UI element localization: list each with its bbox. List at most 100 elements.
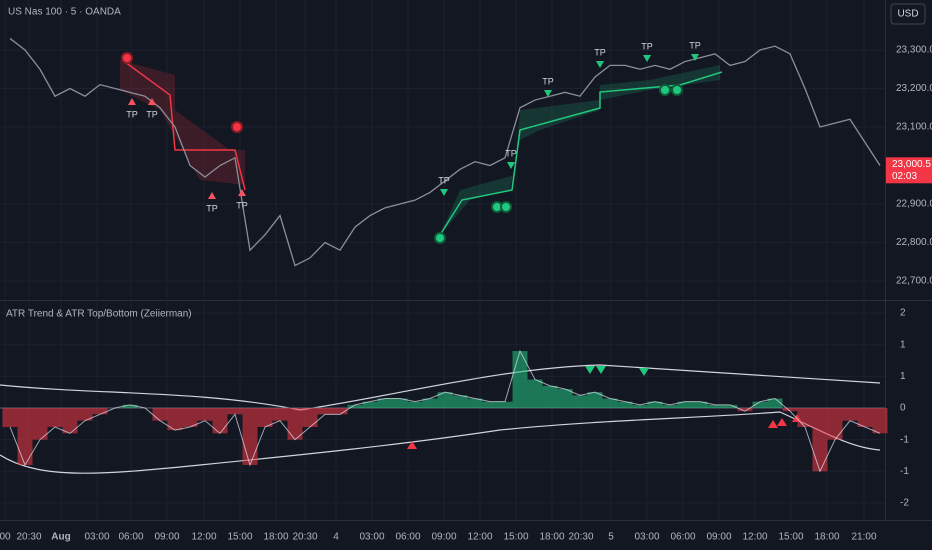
oscillator-bar	[167, 408, 183, 431]
oscillator-bar	[92, 408, 108, 415]
time-tick-label: 09:00	[154, 532, 179, 543]
time-tick-label: 18:00	[539, 532, 564, 543]
oscillator-bar	[512, 351, 528, 408]
bearish-trend-line	[124, 61, 246, 191]
oscillator-bar	[467, 398, 483, 408]
price-tick-label: 22,700.0	[896, 276, 932, 287]
tp-marker	[691, 54, 699, 61]
price-tick-label: 23,300.0	[896, 45, 932, 56]
oscillator-bar	[722, 404, 738, 408]
time-tick-label: 03:00	[634, 532, 659, 543]
oscillator-bar	[647, 401, 663, 408]
oscillator-bar	[872, 408, 888, 434]
bottom-signal	[434, 232, 446, 244]
oscillator-bar	[602, 398, 618, 408]
price-tick-label: 22,800.0	[896, 237, 932, 248]
time-tick-label: 15:00	[227, 532, 252, 543]
price-tick-label: 23,200.0	[896, 83, 932, 94]
oscillator-bar	[182, 408, 198, 427]
time-tick-label: 12:00	[467, 532, 492, 543]
oscillator-bar	[212, 408, 228, 434]
oscillator-line	[9, 349, 881, 473]
oscillator-bar	[302, 408, 318, 427]
indicator-title: ATR Trend & ATR Top/Bottom (Zeiierman)	[6, 309, 192, 320]
up-signal	[585, 366, 595, 374]
currency-button[interactable]	[890, 3, 926, 25]
tp-marker	[596, 61, 604, 68]
tp-marker	[128, 98, 136, 105]
time-tick-label: 5	[608, 532, 614, 543]
oscillator-bar	[407, 401, 423, 408]
time-tick-label: 09:00	[431, 532, 456, 543]
oscillator-bar	[827, 408, 843, 440]
oscillator-bar	[422, 398, 438, 408]
oscillator-bar	[392, 398, 408, 408]
oscillator-tick-label: 1	[900, 371, 906, 382]
tp-label: TP	[438, 175, 450, 185]
oscillator-bar	[17, 408, 33, 465]
oscillator-bar	[257, 408, 273, 427]
oscillator-bar	[692, 401, 708, 408]
oscillator-bar	[812, 408, 828, 472]
oscillator-bar	[332, 408, 348, 415]
down-signal	[768, 414, 802, 428]
oscillator-bar	[677, 401, 693, 408]
oscillator-bar	[287, 408, 303, 440]
time-tick-label: 12:00	[191, 532, 216, 543]
symbol-title: US Nas 100 · 5 · OANDA	[8, 7, 121, 18]
oscillator-bar	[587, 392, 603, 408]
oscillator-bar	[197, 408, 213, 421]
top-signal	[121, 52, 133, 64]
oscillator-bar	[572, 395, 588, 408]
up-signal	[596, 366, 606, 374]
time-tick-label: 12:00	[742, 532, 767, 543]
time-tick-label: 06:00	[118, 532, 143, 543]
oscillator-bar	[77, 408, 93, 421]
oscillator-bar	[272, 408, 288, 421]
oscillator-bar	[857, 408, 873, 427]
oscillator-bar	[752, 401, 768, 408]
tp-label: TP	[505, 148, 517, 158]
tp-label: TP	[146, 109, 158, 119]
upper-band	[0, 364, 881, 411]
oscillator-bar	[152, 408, 168, 421]
time-tick-label: 09:00	[706, 532, 731, 543]
oscillator-bar	[842, 408, 858, 421]
oscillator-bar	[227, 408, 243, 415]
tp-marker	[440, 189, 448, 196]
price-tick-label: 23,100.0	[896, 122, 932, 133]
tp-label: TP	[689, 40, 701, 50]
tp-label: TP	[126, 109, 138, 119]
up-signal	[639, 368, 649, 376]
oscillator-bar	[482, 401, 498, 408]
oscillator-bar	[242, 408, 258, 465]
oscillator-bar	[527, 379, 543, 408]
oscillator-tick-label: -2	[900, 498, 909, 509]
oscillator-bar	[437, 392, 453, 408]
time-tick-label: 06:00	[395, 532, 420, 543]
tp-label: TP	[542, 76, 554, 86]
oscillator-bar	[317, 408, 333, 415]
tp-label: TP	[236, 200, 248, 210]
top-signal	[231, 121, 243, 133]
time-tick-label: 06:00	[670, 532, 695, 543]
grid	[0, 0, 885, 520]
oscillator-tick-label: -1	[900, 466, 909, 477]
time-tick-label: 03:00	[359, 532, 384, 543]
tp-label: TP	[594, 47, 606, 57]
currency-label[interactable]: USD	[897, 9, 918, 20]
price-tick-label: 22,900.0	[896, 199, 932, 210]
tp-marker	[208, 192, 216, 199]
oscillator-bar	[737, 408, 753, 412]
tp-marker	[238, 189, 246, 196]
time-tick-label: 03:00	[84, 532, 109, 543]
time-tick-label: 20:30	[292, 532, 317, 543]
time-tick-label: Aug	[51, 532, 70, 543]
oscillator-bar	[377, 398, 393, 408]
time-tick-label: 21:00	[851, 532, 876, 543]
time-tick-label: 4	[333, 532, 339, 543]
oscillator-bar	[362, 401, 378, 408]
tp-label: TP	[641, 41, 653, 51]
